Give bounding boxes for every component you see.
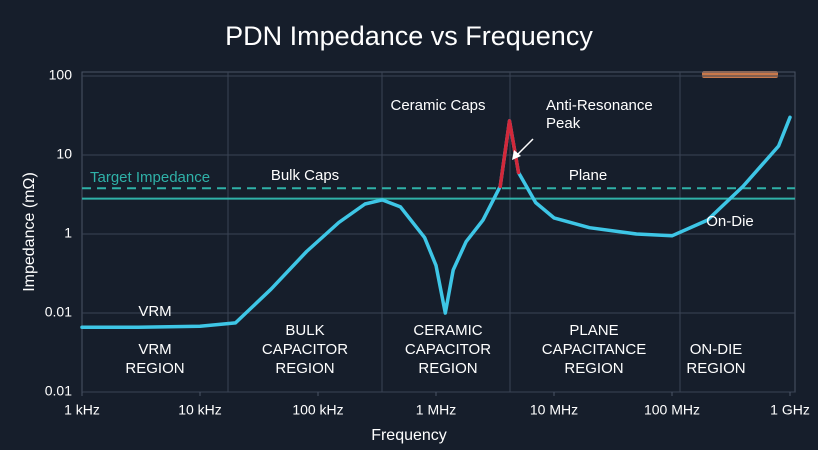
region-label: REGION [275,360,334,377]
x-tick-label: 10 MHz [530,402,578,418]
region-label: REGION [418,360,477,377]
x-tick-label: 1 GHz [770,402,810,418]
region-label: CERAMIC [413,322,482,339]
annotation: Bulk Caps [271,167,339,184]
region-label: REGION [564,360,623,377]
region-label: PLANE [569,322,618,339]
annotation: Plane [569,167,607,184]
reference-label: Target Impedance [90,169,210,186]
series-line [80,115,792,330]
region-label: ON-DIE [690,341,743,358]
region-label: CAPACITOR [262,341,348,358]
y-tick-label: 10 [56,146,72,162]
region-label: REGION [125,360,184,377]
annotation: Peak [546,115,581,132]
region-label: CAPACITANCE [542,341,646,358]
annotation: Ceramic Caps [390,97,485,114]
arrow-line [515,138,534,157]
plot-layer: 100 10 1 0.01 0.01 1 kHz 10 kHz 100 kHz 1 MHz 10 … [45,67,810,418]
region-label: BULK [285,322,324,339]
y-tick-label: 1 [64,225,72,241]
x-tick-label: 100 MHz [644,402,700,418]
y-tick-label: 100 [49,67,73,83]
chart-title: PDN Impedance vs Frequency [225,21,593,51]
y-tick-label: 0.01 [45,383,72,399]
annotation: VRM [138,303,171,320]
region-label: REGION [686,360,745,377]
x-tick-label: 100 kHz [292,402,343,418]
annotation: Anti-Resonance [546,97,653,114]
x-tick-label: 10 kHz [178,402,222,418]
x-axis-label: Frequency [371,427,447,444]
region-label: VRM [138,341,171,358]
y-axis-label: Impedance (mΩ) [21,172,38,292]
arrow-head [512,150,521,160]
region-label: CAPACITOR [405,341,491,358]
x-tick-label: 1 kHz [64,402,100,418]
y-tick-label: 0.01 [45,304,72,320]
x-tick-label: 1 MHz [416,402,456,418]
annotation: On-Die [706,213,754,230]
